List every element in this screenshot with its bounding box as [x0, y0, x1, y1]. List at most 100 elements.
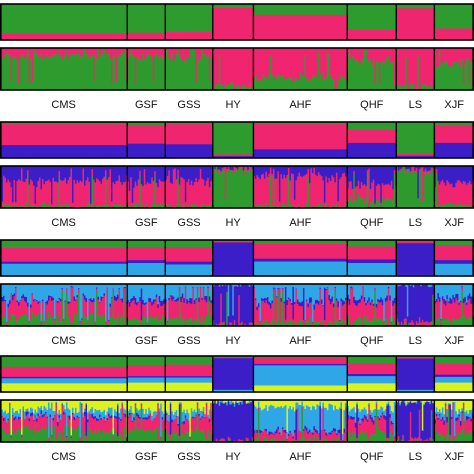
individual-segment	[435, 169, 438, 174]
individual-segment	[455, 436, 458, 443]
individual-segment	[204, 295, 207, 301]
individual-segment	[18, 305, 20, 320]
individual-segment	[67, 315, 70, 327]
individual-segment	[426, 171, 429, 174]
individual-segment	[25, 296, 28, 303]
individual-segment	[152, 317, 155, 327]
individual-segment	[383, 48, 386, 63]
individual-segment	[446, 284, 449, 296]
individual-segment	[81, 284, 83, 319]
individual-segment	[292, 400, 295, 408]
individual-segment	[158, 48, 161, 57]
individual-segment	[374, 408, 377, 417]
individual-segment	[289, 180, 292, 205]
individual-segment	[365, 318, 368, 327]
individual-segment	[112, 205, 115, 209]
individual-segment	[34, 424, 37, 443]
individual-segment	[7, 412, 10, 419]
individual-segment	[145, 317, 148, 327]
individual-segment	[384, 319, 387, 327]
individual-segment	[115, 48, 118, 82]
individual-segment	[115, 204, 118, 209]
individual-segment	[13, 284, 16, 294]
individual-segment	[166, 421, 169, 437]
individual-segment	[296, 284, 299, 300]
individual-segment	[247, 48, 250, 88]
individual-segment	[381, 413, 384, 432]
individual-segment	[348, 284, 351, 299]
individual-segment	[82, 293, 85, 296]
individual-segment	[93, 432, 95, 443]
individual-segment	[236, 169, 239, 173]
individual-segment	[371, 421, 374, 434]
individual-segment	[24, 296, 26, 302]
individual-segment	[317, 52, 320, 91]
individual-segment	[403, 166, 406, 168]
individual-segment	[134, 402, 137, 404]
individual-segment	[165, 299, 168, 302]
individual-segment	[67, 416, 70, 426]
individual-segment	[31, 284, 34, 294]
individual-segment	[70, 437, 73, 440]
individual-segment	[389, 62, 392, 91]
individual-segment	[396, 48, 399, 83]
individual-segment	[299, 302, 302, 307]
individual-segment	[31, 312, 34, 327]
individual-segment	[16, 429, 19, 443]
individual-segment	[280, 405, 283, 435]
individual-segment	[151, 177, 154, 204]
individual-segment	[348, 431, 351, 443]
individual-segment	[48, 48, 50, 57]
individual-segment	[262, 74, 265, 91]
individual-segment	[214, 168, 217, 172]
individual-segment	[40, 189, 43, 208]
individual-segment	[238, 400, 241, 403]
individual-segment	[278, 407, 281, 433]
individual-segment	[443, 414, 446, 421]
individual-segment	[171, 48, 174, 54]
individual-segment	[271, 166, 274, 175]
individual-segment	[269, 284, 272, 304]
individual-segment	[443, 435, 446, 443]
individual-segment	[275, 178, 278, 207]
individual-segment	[387, 198, 390, 209]
mean-segment-AHF-yellow	[253, 385, 348, 393]
individual-segment	[168, 170, 171, 208]
individual-segment	[28, 411, 31, 419]
individual-segment	[184, 48, 187, 57]
individual-segment	[284, 78, 287, 91]
mean-segment-GSF-blue	[127, 260, 166, 264]
individual-segment	[54, 400, 56, 412]
individual-segment	[30, 166, 32, 180]
individual-segment	[207, 400, 210, 416]
individual-segment	[93, 166, 95, 180]
individual-segment	[183, 166, 186, 180]
individual-segment	[140, 400, 143, 404]
individual-segment	[438, 413, 441, 416]
individual-segment	[43, 429, 46, 443]
individual-segment	[440, 419, 443, 421]
individual-segment	[411, 400, 414, 403]
individual-segment	[347, 48, 350, 56]
individual-segment	[399, 285, 402, 325]
individual-segment	[347, 200, 350, 209]
individual-segment	[117, 435, 119, 440]
individual-segment	[75, 417, 77, 430]
individual-segment	[94, 321, 97, 325]
individual-segment	[254, 284, 257, 299]
individual-segment	[165, 166, 168, 180]
individual-segment	[24, 166, 26, 183]
individual-segment	[207, 166, 210, 178]
individual-segment	[256, 78, 259, 91]
individual-segment	[387, 166, 390, 184]
individual-segment	[449, 434, 452, 440]
individual-segment	[22, 54, 25, 91]
individual-segment	[61, 284, 64, 289]
individual-segment	[340, 402, 343, 409]
individual-segment	[102, 166, 104, 179]
individual-segment	[290, 173, 293, 206]
individual-segment	[293, 400, 296, 412]
individual-segment	[25, 48, 28, 56]
mean-segment-GSS-magenta	[165, 364, 213, 377]
individual-segment	[280, 284, 283, 298]
